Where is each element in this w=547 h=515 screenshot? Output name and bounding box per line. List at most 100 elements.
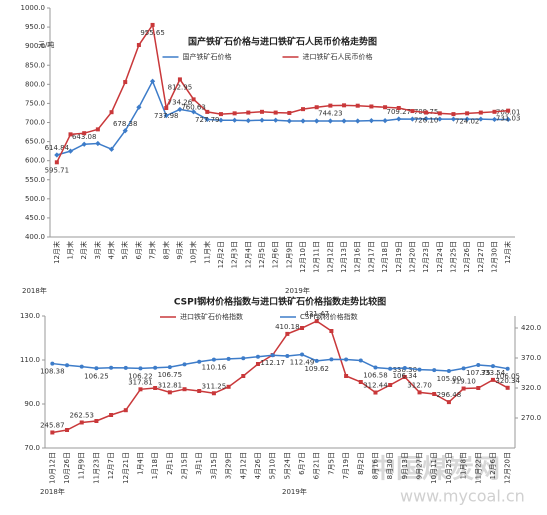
y-tick-label: 90.0 [24,400,40,408]
point [464,116,470,122]
data-label: 431.47 [304,310,329,318]
x-tick-label: 12月5日 [258,241,266,268]
x-tick-label: 11月末 [202,241,211,264]
x-tick-label: 12月11日 [313,241,321,273]
point [355,103,360,108]
x-tick-label: 11月8日 [460,452,468,479]
x-tick-label: 12月26日 [463,241,471,273]
point [177,77,182,82]
x-tick-label: 8月2日 [357,452,365,475]
x-tick-label: 12月9日 [285,241,293,268]
point [150,22,155,27]
x-tick-label: 12月6日 [272,241,280,268]
point [65,428,70,432]
point [273,117,279,123]
x-tick-label: 12月25日 [449,241,457,273]
year-label: 2019年 [285,286,310,295]
x-tick-label: 8月16日 [371,452,379,479]
x-tick-label: 12月13日 [340,241,348,273]
point [388,383,393,387]
point [450,116,457,122]
x-tick-label: 6月21日 [313,452,321,479]
data-label: 108.38 [40,368,65,376]
data-label: 955.65 [140,29,165,37]
point [211,391,216,396]
y2-tick-label: 420.0 [521,324,541,332]
point [383,105,388,110]
point [368,117,374,124]
point [95,127,100,132]
x-tick-label: 10月12日 [48,452,56,484]
x-tick-label: 10月末 [189,241,198,264]
x-tick-label: 4月末 [107,241,116,259]
series-line [56,79,509,156]
data-label: 312.81 [158,381,183,389]
data-label: 614.84 [45,144,70,152]
point [241,374,246,378]
point [50,361,55,366]
point [342,103,347,108]
data-label: 595.71 [45,166,70,174]
data-label: 760.63 [181,103,206,111]
point [465,111,470,116]
point [382,117,388,124]
point [204,116,210,123]
data-label: 734.26 [168,98,193,106]
x-tick-label: 11月23日 [92,452,100,484]
x-tick-label: 10月25日 [445,452,453,484]
data-label: 106.22 [128,372,153,380]
x-tick-label: 7月末 [148,241,157,259]
point [109,110,114,115]
point [79,364,84,369]
point [259,117,265,123]
point [270,353,275,358]
point [358,358,363,363]
y-tick-label: 950.0 [25,23,45,31]
legend-label: CSPI钢材价格指数 [300,312,358,321]
x-tick-label: 2月15日 [181,452,189,479]
point [417,367,422,372]
y-tick-label: 750.0 [25,99,45,107]
point [314,358,319,363]
point [226,356,231,361]
point [95,140,101,147]
data-label: 737.98 [154,112,179,120]
x-tick-label: 5月末 [120,241,129,259]
x-tick-label: 11月22日 [474,452,482,484]
data-label: 112.17 [260,359,285,367]
point [109,365,114,370]
point [341,118,347,124]
x-tick-label: 9月末 [175,241,184,259]
point [329,329,334,333]
point [388,366,393,371]
point [446,369,451,373]
x-tick-label: 3月1日 [195,452,203,475]
y2-tick-label: 370.0 [521,354,541,362]
point [136,104,142,110]
point [273,110,278,115]
point [138,387,143,392]
x-tick-label: 12月24日 [436,241,444,273]
x-tick-label: 12月27日 [477,241,485,273]
data-label: 296.48 [437,391,462,399]
point [373,365,378,370]
series-line [56,22,509,163]
point [153,386,158,390]
data-label: 312.44 [363,382,388,390]
point [327,118,333,124]
data-label: 320.34 [495,377,520,385]
y-tick-label: 1000.0 [21,4,46,12]
point [197,389,202,393]
legend-label: 国产铁矿石价格 [183,52,232,61]
y-tick-label: 850.0 [25,61,45,69]
x-tick-label: 6月末 [134,241,143,259]
point [138,366,143,371]
data-label: 410.18 [275,323,300,331]
data-label: 727.79 [195,116,220,124]
x-tick-label: 12月10日 [299,241,307,273]
point [286,118,292,124]
x-tick-label: 11月9日 [78,452,86,479]
x-tick-label: 5月10日 [269,452,277,479]
data-label: 106.58 [363,372,388,380]
point [191,97,196,102]
